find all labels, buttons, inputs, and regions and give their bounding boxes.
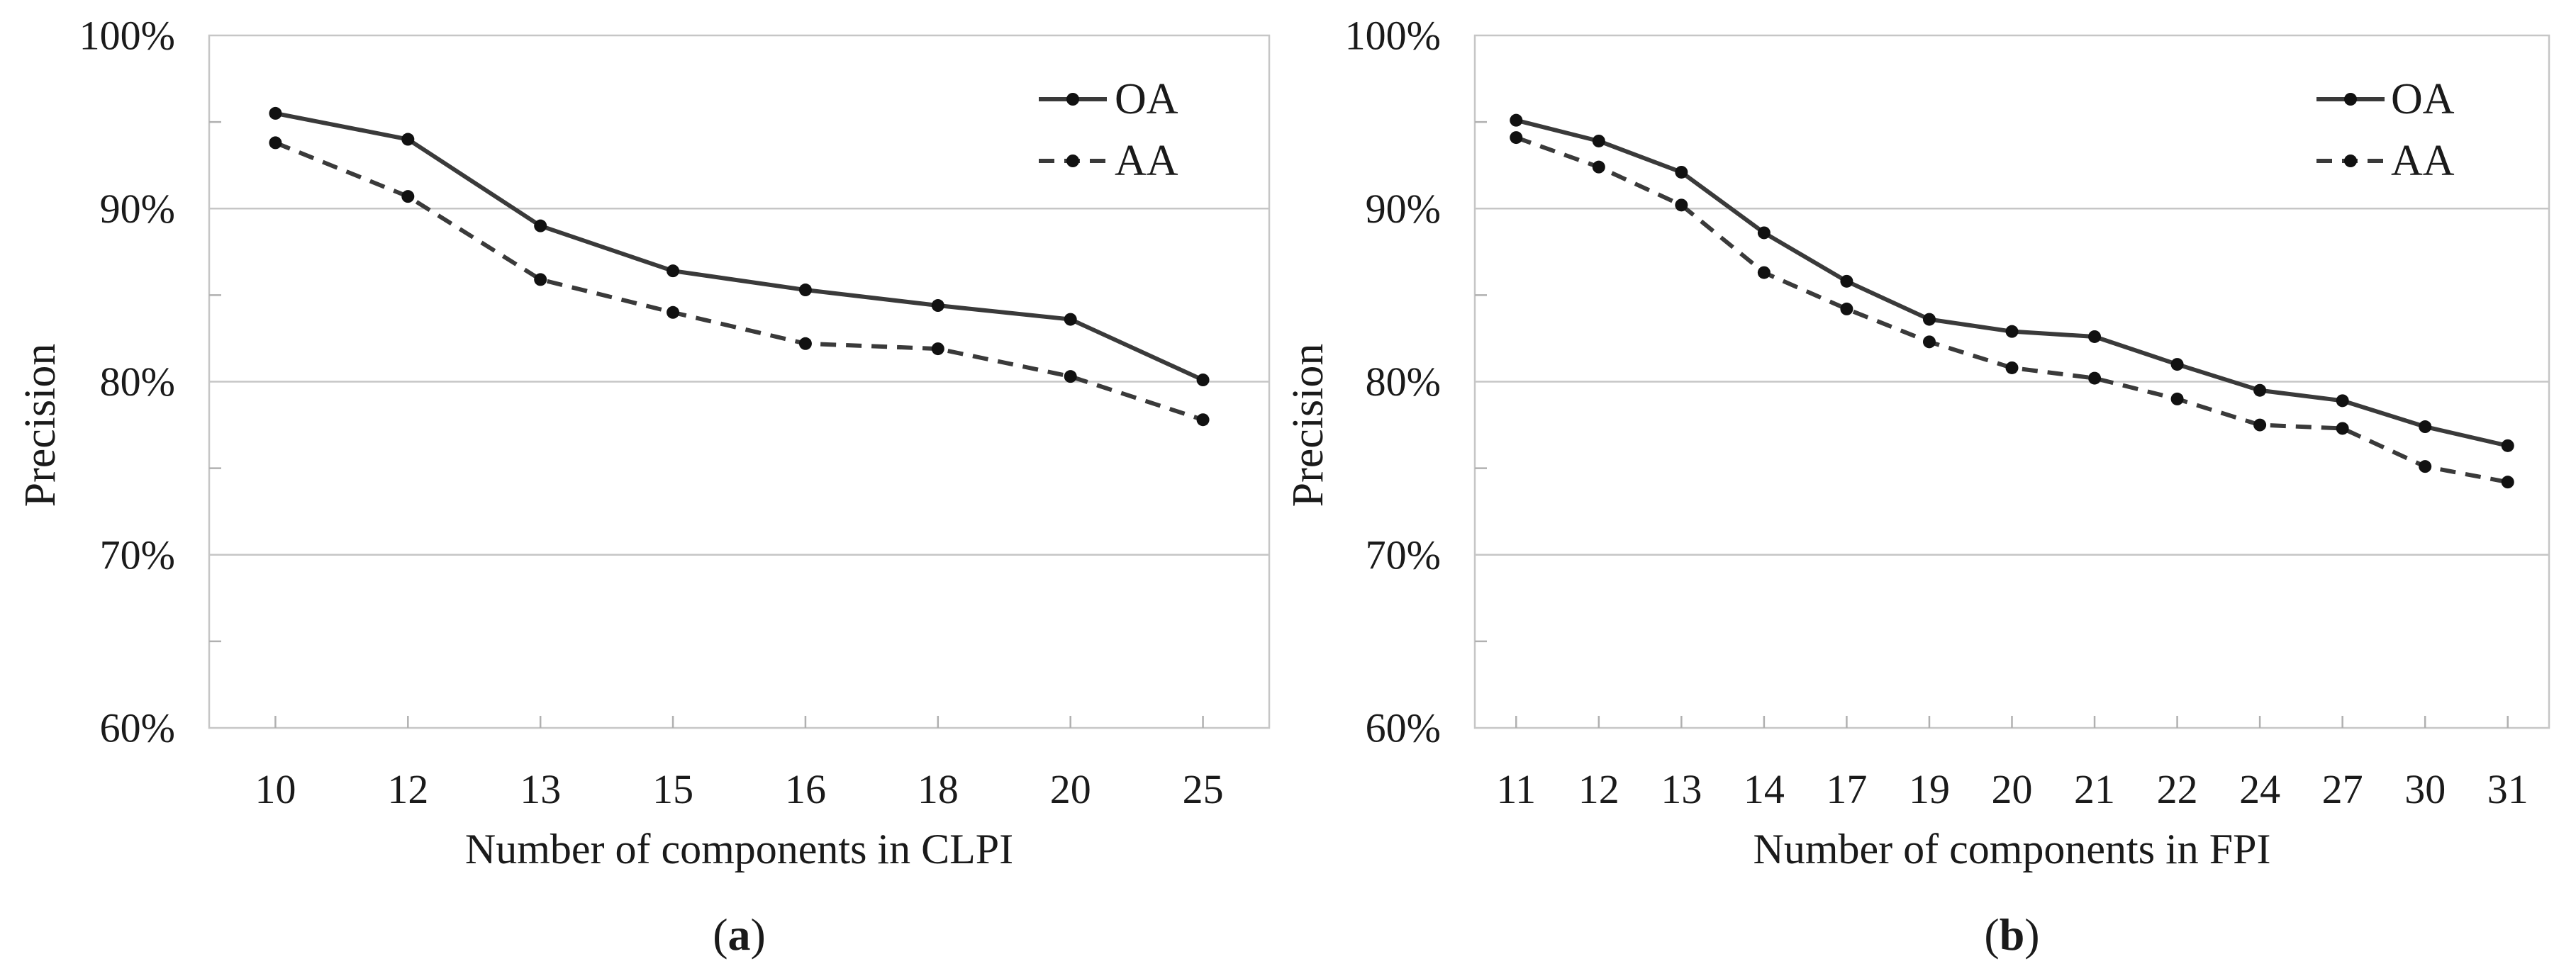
y-tick-label-60-b: 60%: [1366, 705, 1441, 751]
y-tick-label-80-b: 80%: [1366, 359, 1441, 405]
oa-point-27-b: [2336, 394, 2349, 408]
x-tick-label-19-b: 19: [1909, 766, 1950, 812]
aa-line-a: [274, 140, 1204, 422]
legend-oa-label-b: OA: [2391, 75, 2455, 123]
aa-point-13-a: [534, 273, 547, 286]
x-tick-label-12-b: 12: [1578, 766, 1619, 812]
x-tick-label-13-a: 13: [520, 766, 561, 812]
legend-oa-marker-b: [2344, 93, 2357, 106]
x-tick-label-30-b: 30: [2404, 766, 2446, 812]
x-tick-label-14-b: 14: [1744, 766, 1785, 812]
x-tick-label-20-b: 20: [1992, 766, 2033, 812]
x-tick-label-31-b: 31: [2487, 766, 2528, 812]
aa-point-19-b: [1922, 335, 1936, 349]
aa-point-20-b: [2005, 361, 2019, 374]
oa-point-12-b: [1592, 134, 1605, 147]
oa-point-20-a: [1064, 313, 1077, 326]
oa-point-15-a: [667, 264, 680, 278]
y-tick-label-90-a: 90%: [100, 186, 175, 232]
x-tick-label-13-b: 13: [1661, 766, 1702, 812]
oa-point-14-b: [1757, 226, 1771, 240]
oa-point-17-b: [1840, 274, 1853, 288]
aa-line-b: [1515, 135, 2509, 485]
oa-point-21-b: [2088, 330, 2102, 343]
x-axis-title-a: Number of components in CLPI: [465, 826, 1013, 872]
aa-point-27-b: [2336, 422, 2349, 435]
x-tick-label-24-b: 24: [2239, 766, 2280, 812]
y-axis-title-a: Precision: [16, 344, 65, 507]
aa-point-18-a: [931, 342, 944, 356]
oa-point-22-b: [2170, 358, 2184, 371]
legend-aa-label-b: AA: [2391, 137, 2455, 185]
x-tick-label-25-a: 25: [1183, 766, 1224, 812]
y-tick-label-80-a: 80%: [100, 359, 175, 405]
aa-point-12-a: [401, 190, 415, 203]
x-axis-title-b: Number of components in FPI: [1753, 826, 2271, 872]
oa-point-13-a: [534, 219, 547, 232]
legend-oa-label-a: OA: [1115, 75, 1178, 123]
oa-point-20-b: [2005, 325, 2019, 338]
x-tick-label-10-a: 10: [255, 766, 296, 812]
caption-a: (a): [713, 909, 766, 960]
oa-point-30-b: [2419, 420, 2432, 434]
aa-point-14-b: [1757, 266, 1771, 279]
oa-point-18-a: [931, 299, 944, 313]
aa-point-17-b: [1840, 302, 1853, 315]
aa-point-16-a: [798, 337, 812, 350]
oa-point-10-a: [269, 106, 282, 120]
x-tick-label-16-a: 16: [785, 766, 826, 812]
aa-point-12-b: [1592, 160, 1605, 174]
y-tick-label-90-b: 90%: [1366, 186, 1441, 232]
y-tick-label-60-a: 60%: [100, 705, 175, 751]
y-tick-label-100-a: 100%: [79, 13, 175, 59]
aa-point-10-a: [269, 136, 282, 150]
oa-point-19-b: [1922, 313, 1936, 326]
aa-point-24-b: [2253, 418, 2267, 432]
aa-point-31-b: [2501, 476, 2514, 489]
x-tick-label-20-a: 20: [1050, 766, 1091, 812]
x-tick-label-11-b: 11: [1496, 766, 1536, 812]
oa-point-13-b: [1675, 165, 1688, 179]
y-tick-label-70-a: 70%: [100, 532, 175, 578]
oa-point-24-b: [2253, 383, 2267, 397]
oa-point-16-a: [798, 284, 812, 297]
y-tick-label-100-b: 100%: [1345, 13, 1441, 59]
oa-point-11-b: [1510, 113, 1523, 127]
aa-point-22-b: [2170, 392, 2184, 405]
aa-point-20-a: [1064, 370, 1077, 383]
aa-point-25-a: [1196, 413, 1210, 427]
legend-aa-marker-a: [1066, 155, 1079, 167]
x-tick-label-21-b: 21: [2074, 766, 2115, 812]
aa-point-15-a: [667, 305, 680, 319]
aa-point-11-b: [1510, 131, 1523, 145]
legend-oa-marker-a: [1066, 93, 1079, 106]
x-tick-label-15-a: 15: [652, 766, 693, 812]
aa-point-21-b: [2088, 371, 2102, 385]
oa-point-25-a: [1196, 374, 1210, 387]
y-axis-title-b: Precision: [1284, 344, 1332, 507]
x-tick-label-22-b: 22: [2157, 766, 2198, 812]
legend-aa-label-a: AA: [1115, 137, 1178, 185]
oa-point-31-b: [2501, 439, 2514, 452]
caption-b: (b): [1984, 909, 2039, 960]
oa-line-a: [274, 111, 1204, 382]
legend-aa-marker-b: [2344, 155, 2357, 167]
oa-line-b: [1515, 118, 2509, 448]
aa-point-30-b: [2419, 460, 2432, 473]
x-tick-label-17-b: 17: [1826, 766, 1867, 812]
y-tick-label-70-b: 70%: [1366, 532, 1441, 578]
x-tick-label-12-a: 12: [387, 766, 428, 812]
aa-point-13-b: [1675, 198, 1688, 212]
oa-point-12-a: [401, 133, 415, 146]
x-tick-label-27-b: 27: [2322, 766, 2363, 812]
x-tick-label-18-a: 18: [918, 766, 959, 812]
